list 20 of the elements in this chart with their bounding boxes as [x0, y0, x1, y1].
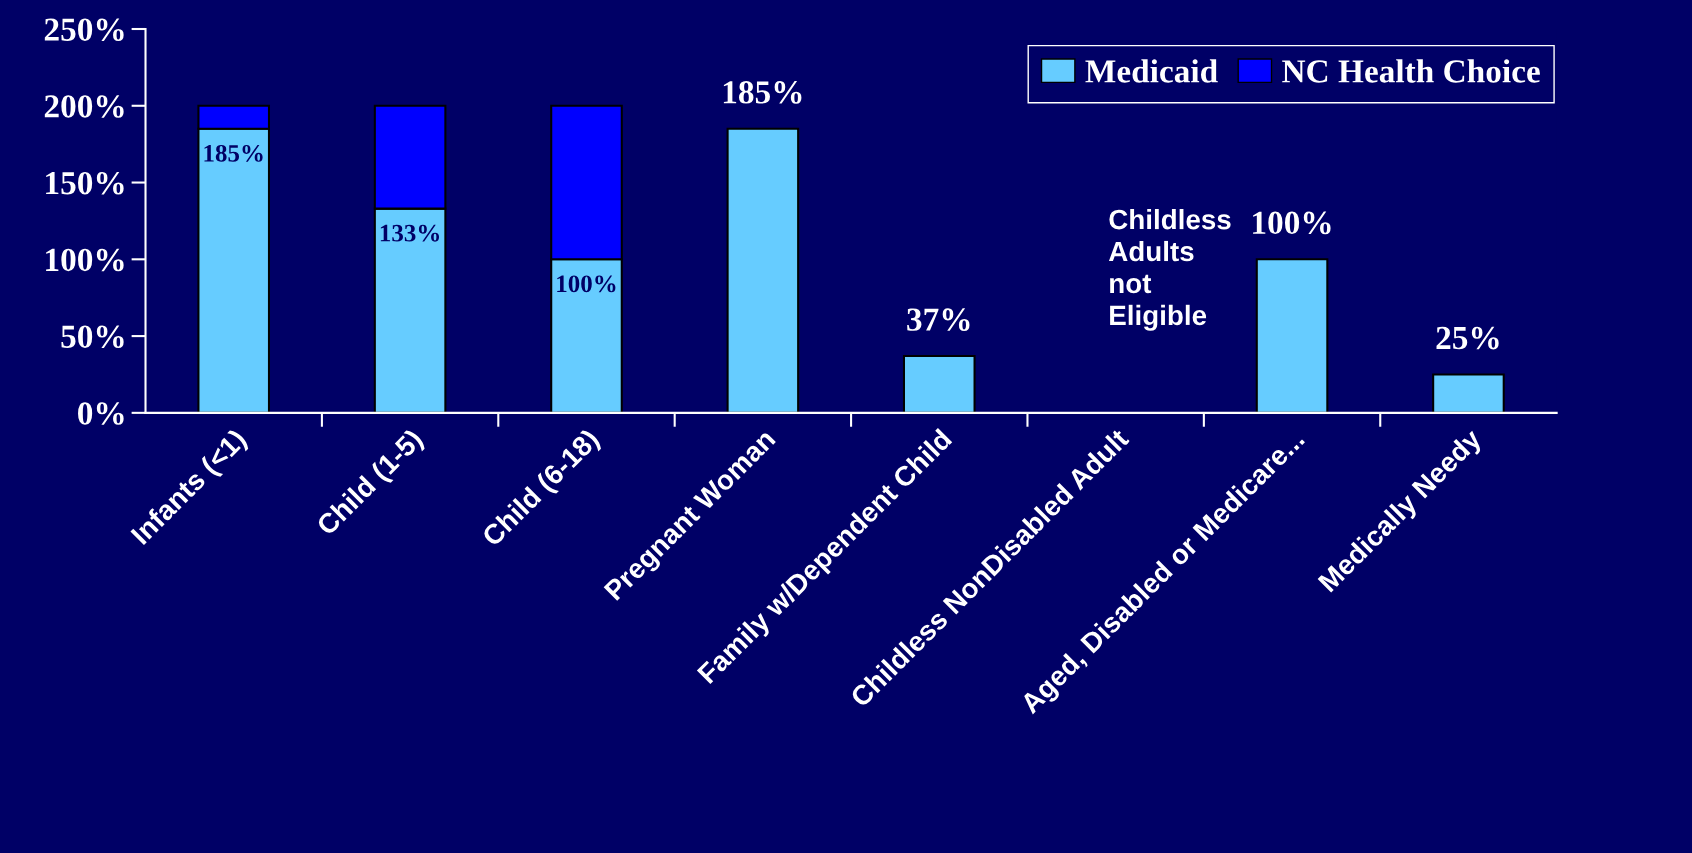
data-label: 25%: [1436, 326, 1499, 350]
y-tick-label: 0%: [78, 402, 124, 425]
y-tick-label: 250%: [44, 18, 124, 41]
data-label: 100%: [1253, 211, 1331, 235]
data-label: 100%: [557, 275, 616, 293]
legend-label: Medicaid: [1085, 59, 1218, 83]
bar: [1432, 373, 1505, 413]
annotation: Childless Adults not Eligible: [1108, 208, 1231, 331]
legend-label: NC Health Choice: [1282, 59, 1540, 83]
y-tick-label: 100%: [46, 248, 124, 272]
bar: [726, 127, 800, 413]
data-label: 133%: [380, 224, 439, 242]
y-tick-label: 150%: [46, 171, 124, 195]
data-label: 37%: [907, 308, 970, 331]
y-tick-label: 200%: [44, 95, 124, 118]
bar: [1255, 258, 1329, 413]
data-label: 185%: [204, 144, 263, 162]
y-tick-label: 50%: [61, 325, 124, 349]
bar: [902, 355, 976, 413]
data-label: 185%: [723, 81, 802, 104]
